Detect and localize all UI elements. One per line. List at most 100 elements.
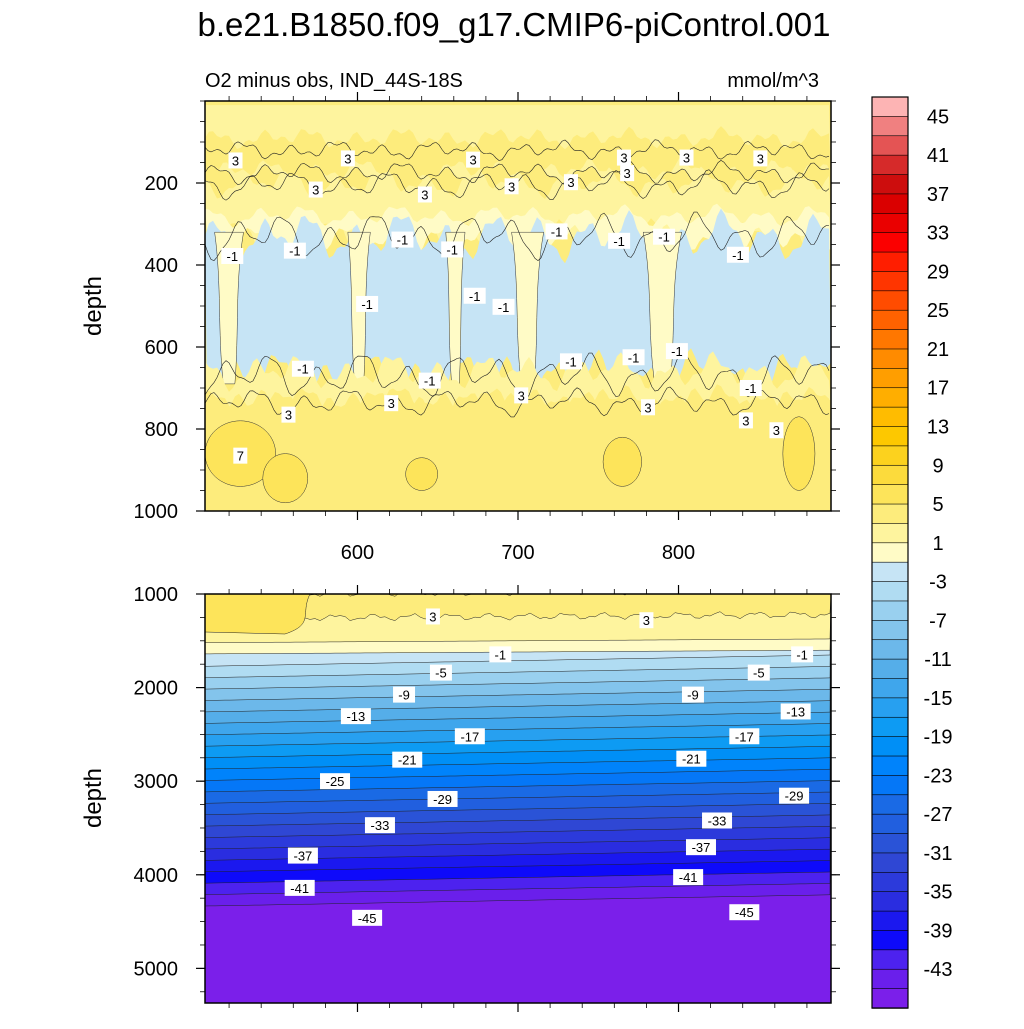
bottom-contour-label: -21 — [392, 751, 423, 768]
colorbar-label: 45 — [927, 106, 949, 128]
colorbar-label: 41 — [927, 145, 949, 167]
bottom-contour-label-box — [364, 817, 395, 834]
colorbar-swatch — [871, 561, 909, 583]
top-contour-label-box — [563, 174, 578, 191]
top-contour-label: -1 — [356, 295, 379, 312]
colorbar-swatch — [871, 910, 909, 932]
y-tick-label: 1000 — [134, 584, 179, 606]
top-contour-label-box — [291, 360, 314, 377]
top-warm-patch — [405, 457, 438, 491]
top-contour-label: -1 — [665, 343, 688, 360]
top-contour-label: 3 — [679, 149, 694, 166]
y-tick-label: 800 — [145, 419, 178, 441]
y-tick-label: 5000 — [134, 958, 179, 980]
top-contour-label-text: 3 — [232, 153, 239, 168]
bottom-contour-label-text: 3 — [643, 613, 650, 628]
bottom-contour-label-text: -9 — [398, 688, 410, 703]
top-contour-label-box — [514, 387, 529, 404]
colorbar-label: -43 — [924, 959, 953, 981]
top-contour-label-text: 3 — [624, 166, 631, 181]
colorbar-label: 21 — [927, 339, 949, 361]
bottom-contour-label: -45 — [729, 904, 760, 921]
top-contour-label-box — [391, 231, 414, 248]
top-band-upper-mid — [205, 126, 831, 183]
top-contour-label: 3 — [384, 395, 399, 412]
colorbar-swatch — [871, 833, 909, 854]
bottom-contour-label: -25 — [320, 773, 351, 790]
top-contour-label-text: 3 — [344, 151, 351, 166]
x-tick-label: 600 — [341, 542, 374, 564]
colorbar-swatch — [871, 348, 909, 370]
colorbar-swatch — [871, 988, 909, 1009]
top-contour-line — [205, 160, 829, 186]
top-contour-label-text: 3 — [469, 153, 476, 168]
colorbar-swatch — [871, 542, 909, 563]
top-contour-label: 3 — [769, 422, 784, 439]
bottom-contour-label-box — [729, 904, 760, 921]
top-contour-label-text: 3 — [742, 413, 749, 428]
top-contour-label: 3 — [417, 186, 432, 203]
top-contour-label-text: 3 — [508, 179, 515, 194]
colorbar-label: -15 — [924, 688, 953, 710]
y-tick-label: 3000 — [134, 771, 179, 793]
colorbar-swatch — [871, 464, 909, 486]
bottom-contour-label-text: -17 — [735, 729, 754, 744]
top-contour-label-box — [726, 246, 749, 263]
top-contour-label: -1 — [418, 372, 441, 389]
top-contour-label-box — [620, 165, 635, 182]
top-contour-label: 3 — [308, 181, 323, 198]
colorbar-swatch — [871, 135, 909, 156]
bottom-contour-label-text: -37 — [692, 840, 711, 855]
colorbar-swatch — [871, 174, 909, 195]
bottom-contour-label: -1 — [489, 646, 512, 663]
top-contour-label-box — [466, 151, 481, 168]
bottom-panel: 3 3 -1 -1 -5 -5 -9 -9 -13 -13 -17 -17 -21 -21 -25 -29 -2… — [80, 584, 840, 1012]
top-contour-label-text: -1 — [658, 230, 670, 245]
colorbar-swatch — [871, 620, 909, 641]
top-contour-label: 3 — [620, 165, 635, 182]
top-contour-label: 3 — [738, 412, 753, 429]
bottom-contour-label-box — [489, 646, 512, 663]
colorbar-swatch — [871, 426, 909, 447]
bottom-contour-label-box — [791, 646, 814, 663]
top-contour-label: 3 — [504, 178, 519, 195]
bottom-contour-label-box — [340, 708, 371, 725]
top-contour-label-box — [559, 353, 582, 370]
top-contour-label-text: 3 — [620, 151, 627, 166]
bottom-contour-label-box — [639, 612, 654, 629]
colorbar-swatch — [871, 968, 909, 990]
colorbar-swatch — [871, 116, 909, 137]
top-contour-label-box — [221, 247, 244, 264]
bottom-contour-label-box — [779, 787, 810, 804]
top-contour-line — [205, 139, 830, 161]
bottom-contour-label: -21 — [676, 750, 707, 767]
bottom-contour-label-box — [702, 812, 733, 829]
x-tick-label: 700 — [501, 542, 534, 564]
top-contour-label-box — [504, 178, 519, 195]
colorbar-swatch — [871, 503, 909, 525]
colorbar-swatch — [871, 794, 909, 815]
top-contour-label-box — [739, 380, 762, 396]
y-tick-label: 600 — [145, 337, 178, 359]
colorbar-swatch — [871, 368, 909, 389]
top-contour-label: 3 — [514, 387, 529, 404]
colorbar-label: -19 — [924, 727, 953, 749]
bottom-contour-label-box — [393, 686, 416, 703]
bottom-contour-label: -5 — [429, 664, 452, 681]
top-contour-label-text: 3 — [285, 408, 292, 423]
top-contour-label-box — [384, 395, 399, 412]
colorbar-swatch — [871, 949, 909, 970]
colorbar-swatch — [871, 290, 909, 311]
colorbar-label: 5 — [932, 494, 943, 516]
bottom-contour-label-text: -41 — [290, 881, 309, 896]
top-warm-patch — [602, 436, 642, 487]
bottom-contour-label-box — [427, 790, 458, 807]
bottom-contour-label-box — [454, 728, 485, 745]
top-contour-label-box — [417, 186, 432, 203]
y-tick-label: 400 — [145, 255, 178, 277]
colorbar: 45 41 37 33 29 25 21 17 13 9 5 1 -3 -7 -11 -15 -19 -23 -27… — [871, 96, 953, 1009]
colorbar-label: -31 — [924, 843, 953, 865]
y-tick-label: 200 — [145, 173, 178, 195]
top-contour-label: 3 — [466, 151, 481, 168]
top-contour-label: -1 — [283, 242, 306, 259]
